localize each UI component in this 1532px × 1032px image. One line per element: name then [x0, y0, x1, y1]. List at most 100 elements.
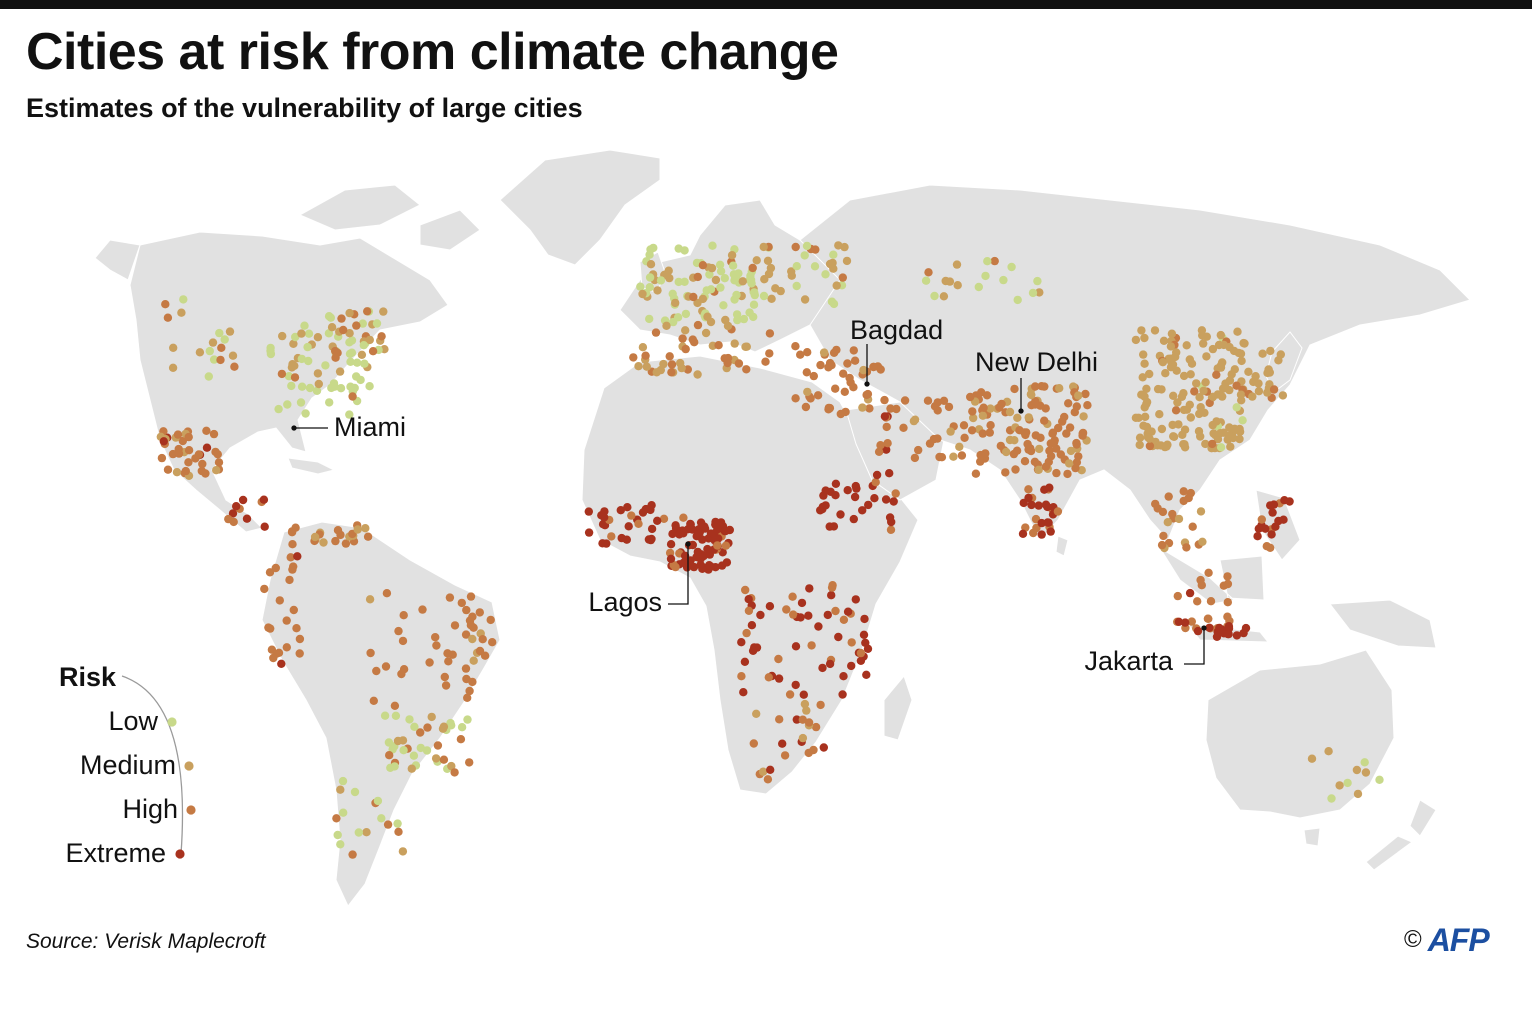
city-dot-high	[816, 360, 825, 370]
city-dot-medium	[1209, 429, 1218, 438]
city-dot-extreme	[747, 621, 757, 630]
legend-title: Risk	[59, 662, 117, 692]
city-dot-low	[339, 808, 348, 817]
city-dot-medium	[1035, 288, 1044, 297]
city-dot-low	[179, 295, 188, 304]
city-dot-medium	[1202, 352, 1211, 361]
city-dot-medium	[1226, 442, 1235, 451]
city-dot-high	[968, 407, 977, 416]
city-dot-low	[303, 342, 312, 352]
city-dot-low	[380, 711, 390, 720]
city-dot-medium	[1254, 387, 1264, 396]
city-dot-medium	[1195, 409, 1204, 419]
city-dot-medium	[638, 343, 648, 352]
city-dot-high	[1078, 431, 1087, 440]
city-dot-high	[486, 615, 495, 625]
city-dot-low	[409, 751, 419, 760]
city-dot-high	[337, 314, 346, 323]
city-dot-high	[456, 735, 466, 744]
city-dot-medium	[955, 442, 964, 451]
city-dot-low	[360, 359, 369, 368]
city-dot-high	[173, 430, 183, 439]
city-dot-low	[921, 276, 931, 285]
city-dot-high	[394, 626, 403, 636]
city-dot-high	[184, 432, 193, 442]
city-dot-medium	[741, 342, 750, 351]
city-dot-extreme	[818, 663, 827, 673]
city-dot-high	[693, 272, 702, 282]
city-dot-high	[295, 634, 305, 644]
city-dot-medium	[1237, 356, 1246, 366]
city-dot-high	[269, 653, 278, 663]
tasmania-shape	[1303, 827, 1321, 847]
city-dot-medium	[393, 736, 403, 746]
city-dot-high	[168, 449, 178, 459]
city-dot-medium	[1266, 346, 1275, 356]
city-dot-high	[1063, 469, 1072, 479]
city-dot-high	[1223, 579, 1233, 589]
city-dot-high	[977, 388, 986, 397]
city-dot-high	[1053, 507, 1063, 516]
city-dot-high	[450, 621, 460, 630]
city-dot-low	[673, 313, 683, 322]
city-dot-medium	[1169, 391, 1178, 400]
city-dot-medium	[646, 260, 656, 269]
city-dot-extreme	[1018, 529, 1028, 538]
city-dot-low	[346, 357, 355, 366]
city-dot-high	[840, 387, 849, 396]
city-dot-high	[1223, 598, 1233, 607]
city-dot-extreme	[823, 610, 832, 620]
city-dot-low	[297, 354, 306, 364]
city-dot-medium	[1135, 433, 1145, 442]
city-dot-medium	[447, 761, 456, 771]
city-dot-medium	[225, 327, 235, 336]
city-dot-high	[1052, 468, 1061, 478]
city-dot-high	[348, 392, 357, 401]
city-dot-medium	[278, 331, 287, 341]
city-dot-medium	[1216, 330, 1226, 340]
city-dot-low	[674, 244, 683, 253]
city-dot-extreme	[714, 534, 723, 543]
city-dot-high	[1032, 523, 1041, 533]
city-dot-high	[862, 390, 871, 400]
city-dot-medium	[828, 258, 837, 268]
city-dot-medium	[945, 277, 955, 286]
city-dot-high	[348, 850, 357, 859]
city-dot-high	[1071, 463, 1080, 473]
city-dot-medium	[723, 321, 733, 331]
city-dot-high	[869, 362, 878, 372]
city-dot-extreme	[825, 659, 835, 669]
city-dot-extreme	[693, 547, 702, 557]
city-dot-high	[1145, 441, 1155, 451]
city-risk-dots	[156, 241, 1384, 859]
city-dot-medium	[362, 828, 371, 837]
city-dot-low	[1013, 295, 1022, 305]
city-dot-extreme	[689, 562, 699, 572]
city-dot-low	[393, 819, 402, 828]
city-dot-low	[399, 746, 408, 755]
city-dot-low	[359, 341, 368, 350]
city-callouts	[291, 344, 1207, 665]
city-dot-high	[463, 693, 472, 702]
city-dot-high	[960, 433, 969, 442]
city-dot-low	[266, 349, 276, 359]
city-dot-low	[719, 301, 728, 310]
city-dot-high	[785, 690, 795, 699]
city-dot-medium	[1265, 368, 1275, 377]
city-dot-high	[831, 384, 840, 393]
city-dot-medium	[1236, 390, 1246, 399]
city-dot-high	[443, 649, 452, 658]
city-dot-high	[288, 565, 297, 574]
city-dot-high	[431, 633, 440, 642]
city-dot-high	[796, 350, 805, 359]
city-dot-extreme	[748, 646, 758, 655]
city-dot-high	[209, 429, 219, 439]
city-dot-high	[382, 589, 392, 598]
land-masses	[94, 149, 1471, 907]
city-dot-high	[174, 449, 184, 458]
city-dot-high	[944, 402, 954, 412]
city-dot-high	[1040, 416, 1049, 425]
city-dot-low	[336, 840, 345, 849]
city-dot-high	[399, 611, 408, 620]
city-dot-high	[824, 363, 833, 372]
